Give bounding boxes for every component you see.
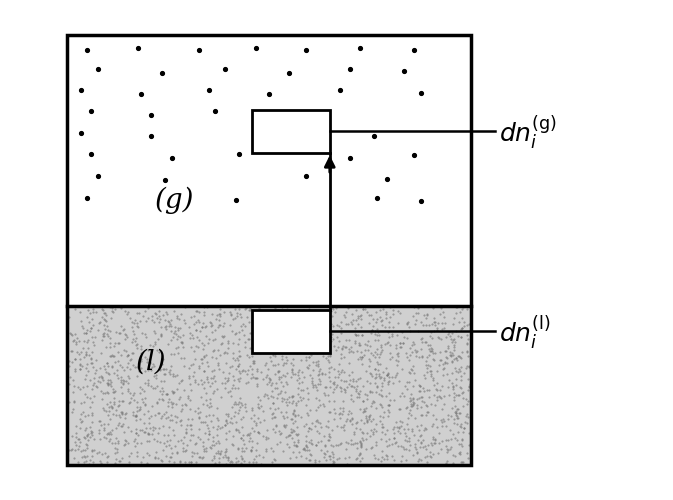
Text: (g): (g) bbox=[155, 186, 194, 214]
Text: $dn_i^{\mathsf{(g)}}$: $dn_i^{\mathsf{(g)}}$ bbox=[499, 113, 557, 152]
Bar bbox=[252, 310, 330, 352]
Text: (l): (l) bbox=[136, 349, 167, 376]
Text: $dn_i^{\mathsf{(l)}}$: $dn_i^{\mathsf{(l)}}$ bbox=[499, 314, 551, 352]
Bar bbox=[67, 306, 471, 465]
Bar bbox=[67, 35, 471, 306]
Bar bbox=[252, 110, 330, 152]
Bar bbox=[67, 35, 471, 465]
